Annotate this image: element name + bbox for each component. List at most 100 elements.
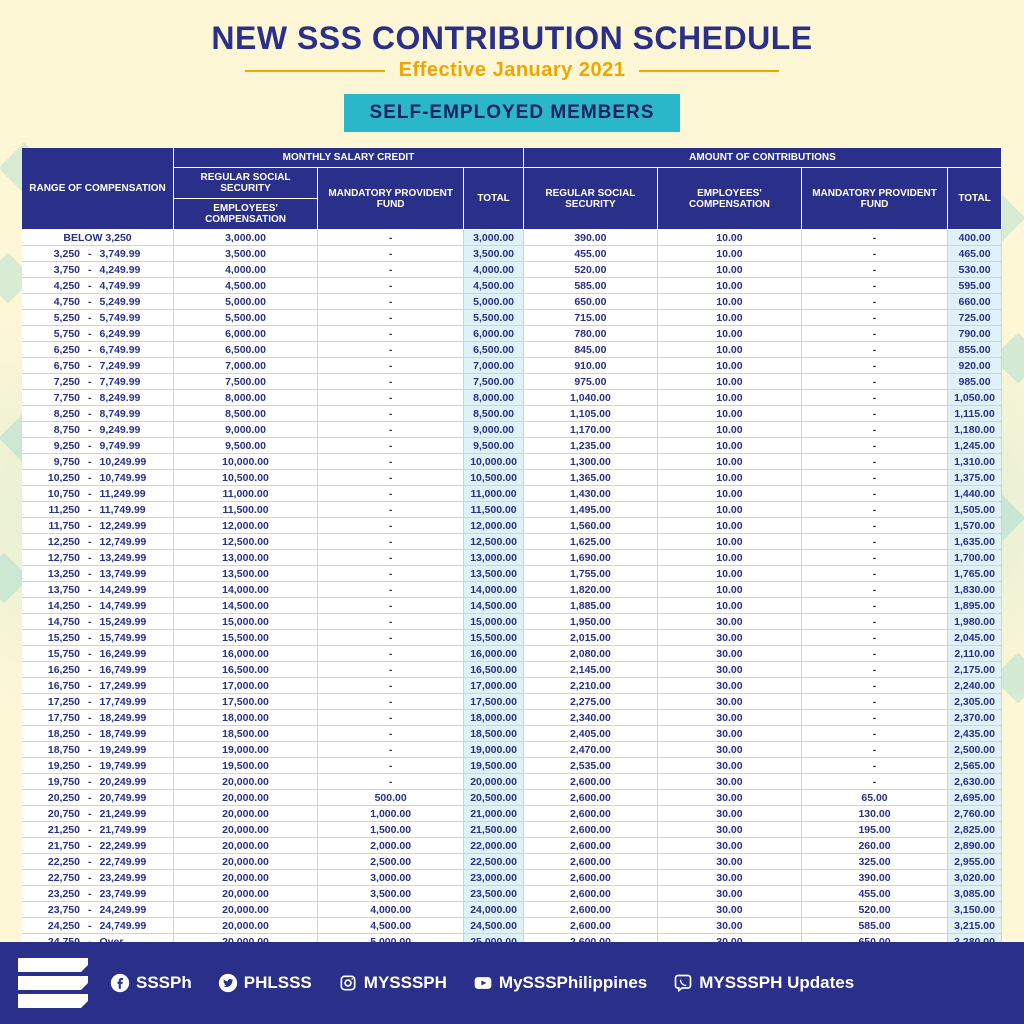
table-row: 23,250-23,749.9920,000.003,500.0023,500.…	[22, 886, 1002, 902]
cell-msc: -	[318, 262, 464, 278]
cell-range: -	[82, 486, 98, 502]
cell-aoc: 10.00	[657, 358, 801, 374]
twitter-icon	[218, 973, 238, 993]
social-link[interactable]: MySSSPhilippines	[473, 973, 647, 993]
cell-aoc: -	[801, 662, 947, 678]
cell-range: 3,749.99	[98, 246, 174, 262]
cell-aoc: -	[801, 486, 947, 502]
cell-msc: 20,000.00	[174, 806, 318, 822]
cell-aoc: 1,560.00	[523, 518, 657, 534]
cell-aoc: -	[801, 390, 947, 406]
cell-msc: -	[318, 326, 464, 342]
cell-range: -	[82, 694, 98, 710]
table-row: 5,250-5,749.995,500.00-5,500.00715.0010.…	[22, 310, 1002, 326]
table-row: 8,250-8,749.998,500.00-8,500.001,105.001…	[22, 406, 1002, 422]
cell-msc: -	[318, 278, 464, 294]
table-row: 7,250-7,749.997,500.00-7,500.00975.0010.…	[22, 374, 1002, 390]
cell-range: -	[82, 246, 98, 262]
cell-aoc: -	[801, 438, 947, 454]
cell-aoc: -	[801, 566, 947, 582]
cell-msc: 5,500.00	[174, 310, 318, 326]
cell-aoc: 10.00	[657, 486, 801, 502]
cell-aoc: -	[801, 278, 947, 294]
cell-range: -	[82, 870, 98, 886]
cell-range: 18,249.99	[98, 710, 174, 726]
cell-aoc: 10.00	[657, 534, 801, 550]
cell-range: 15,250	[22, 630, 82, 646]
cell-range: 3,750	[22, 262, 82, 278]
cell-msc: -	[318, 486, 464, 502]
cell-aoc: 2,600.00	[523, 870, 657, 886]
cell-aoc: 2,760.00	[948, 806, 1002, 822]
cell-range: -	[82, 678, 98, 694]
cell-msc: 18,500.00	[174, 726, 318, 742]
table-row: 24,250-24,749.9920,000.004,500.0024,500.…	[22, 918, 1002, 934]
cell-range: 15,749.99	[98, 630, 174, 646]
cell-aoc: 1,430.00	[523, 486, 657, 502]
col-ec2: EMPLOYEES' COMPENSATION	[657, 168, 801, 230]
cell-range: 20,249.99	[98, 774, 174, 790]
cell-range: 11,750	[22, 518, 82, 534]
cell-aoc: 10.00	[657, 518, 801, 534]
cell-aoc: 1,635.00	[948, 534, 1002, 550]
cell-aoc: 30.00	[657, 742, 801, 758]
cell-msc: 5,000.00	[174, 294, 318, 310]
cell-msc: -	[318, 246, 464, 262]
cell-aoc: 195.00	[801, 822, 947, 838]
cell-range: 18,750	[22, 742, 82, 758]
cell-range: 7,750	[22, 390, 82, 406]
cell-msc: -	[318, 502, 464, 518]
cell-msc: 8,000.00	[464, 390, 524, 406]
cell-msc: 22,500.00	[464, 854, 524, 870]
table-row: 22,250-22,749.9920,000.002,500.0022,500.…	[22, 854, 1002, 870]
cell-msc: -	[318, 470, 464, 486]
cell-range: -	[82, 406, 98, 422]
cell-range: 7,749.99	[98, 374, 174, 390]
cell-range: 9,249.99	[98, 422, 174, 438]
cell-aoc: 2,370.00	[948, 710, 1002, 726]
cell-aoc: 10.00	[657, 390, 801, 406]
table-row: 19,750-20,249.9920,000.00-20,000.002,600…	[22, 774, 1002, 790]
cell-range: 4,249.99	[98, 262, 174, 278]
cell-msc: -	[318, 534, 464, 550]
cell-range: 19,249.99	[98, 742, 174, 758]
cell-range: 11,249.99	[98, 486, 174, 502]
cell-msc: 7,500.00	[464, 374, 524, 390]
cell-aoc: 30.00	[657, 662, 801, 678]
cell-aoc: 1,765.00	[948, 566, 1002, 582]
cell-range: 11,749.99	[98, 502, 174, 518]
cell-aoc: 2,955.00	[948, 854, 1002, 870]
cell-aoc: 400.00	[948, 230, 1002, 246]
social-link[interactable]: SSSPh	[110, 973, 192, 993]
cell-range: -	[82, 630, 98, 646]
cell-aoc: 985.00	[948, 374, 1002, 390]
footer-bar: SSSPh PHLSSS MYSSSPH MySSSPhilippines MYSSSP…	[0, 942, 1024, 1024]
group-aoc: AMOUNT OF CONTRIBUTIONS	[523, 148, 1001, 168]
cell-msc: 19,000.00	[174, 742, 318, 758]
cell-msc: -	[318, 630, 464, 646]
social-link[interactable]: MYSSSPH	[338, 973, 447, 993]
table-row: 6,250-6,749.996,500.00-6,500.00845.0010.…	[22, 342, 1002, 358]
cell-msc: 20,000.00	[174, 918, 318, 934]
col-total2: TOTAL	[948, 168, 1002, 230]
cell-aoc: 2,600.00	[523, 790, 657, 806]
cell-msc: 10,500.00	[174, 470, 318, 486]
cell-msc: 16,000.00	[464, 646, 524, 662]
social-label: MYSSSPH Updates	[699, 973, 854, 993]
cell-msc: 3,000.00	[464, 230, 524, 246]
cell-range: -	[82, 422, 98, 438]
social-link[interactable]: MYSSSPH Updates	[673, 973, 854, 993]
cell-range: -	[82, 326, 98, 342]
cell-aoc: 10.00	[657, 422, 801, 438]
table-row: 14,250-14,749.9914,500.00-14,500.001,885…	[22, 598, 1002, 614]
table-row: 7,750-8,249.998,000.00-8,000.001,040.001…	[22, 390, 1002, 406]
social-link[interactable]: PHLSSS	[218, 973, 312, 993]
cell-range: -	[82, 566, 98, 582]
cell-aoc: 10.00	[657, 326, 801, 342]
cell-msc: 18,000.00	[174, 710, 318, 726]
cell-range: 23,749.99	[98, 886, 174, 902]
cell-msc: -	[318, 726, 464, 742]
cell-msc: 11,000.00	[174, 486, 318, 502]
cell-range: -	[82, 294, 98, 310]
cell-aoc: 1,755.00	[523, 566, 657, 582]
